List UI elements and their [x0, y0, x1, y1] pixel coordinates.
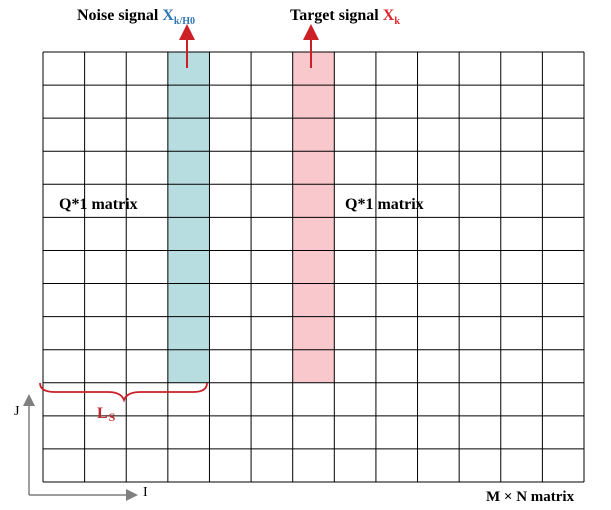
noise-signal-prefix: Noise signal — [77, 7, 163, 24]
target-signal-sub: k — [394, 16, 400, 27]
ls-brace — [39, 382, 208, 403]
j-axis-label: J — [14, 404, 20, 419]
matrix-size-caption: M × N matrix — [486, 489, 575, 505]
ls-sub: S — [108, 410, 116, 424]
i-axis-label: I — [143, 485, 148, 500]
q-matrix-label-right: Q*1 matrix — [345, 196, 424, 213]
noise-signal-var: X — [162, 7, 174, 24]
noise-signal-label: Noise signal Xk/H0 — [77, 7, 196, 27]
ls-main: L — [97, 405, 108, 422]
ls-label: LS — [97, 405, 116, 424]
q-matrix-label-left: Q*1 matrix — [59, 196, 138, 213]
matrix-grid — [42, 51, 585, 483]
target-signal-label: Target signal Xk — [290, 7, 400, 27]
noise-signal-sub: k/H0 — [173, 16, 196, 27]
target-signal-prefix: Target signal — [290, 7, 383, 24]
target-signal-var: X — [382, 7, 395, 24]
